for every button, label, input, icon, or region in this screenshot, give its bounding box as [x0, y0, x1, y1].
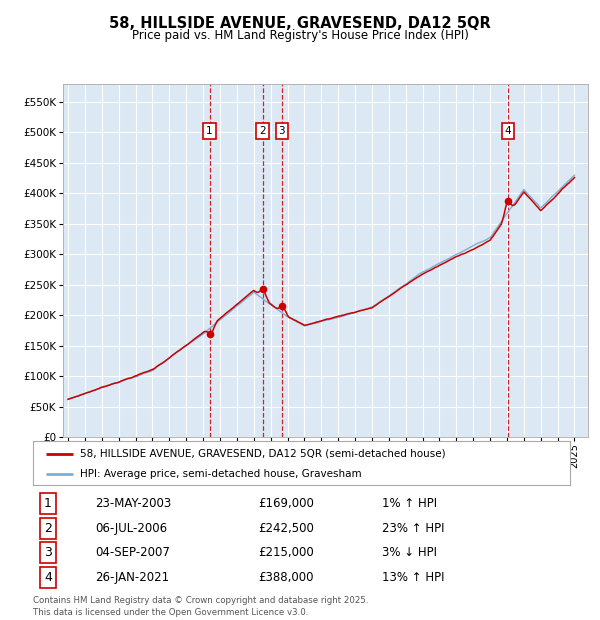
Text: 13% ↑ HPI: 13% ↑ HPI: [382, 571, 445, 584]
Text: HPI: Average price, semi-detached house, Gravesham: HPI: Average price, semi-detached house,…: [80, 469, 362, 479]
Text: 58, HILLSIDE AVENUE, GRAVESEND, DA12 5QR: 58, HILLSIDE AVENUE, GRAVESEND, DA12 5QR: [109, 16, 491, 31]
Text: 1: 1: [206, 126, 213, 136]
Text: 26-JAN-2021: 26-JAN-2021: [95, 571, 169, 584]
Text: 3: 3: [44, 546, 52, 559]
Text: 1% ↑ HPI: 1% ↑ HPI: [382, 497, 437, 510]
Text: This data is licensed under the Open Government Licence v3.0.: This data is licensed under the Open Gov…: [33, 608, 308, 617]
Text: 2: 2: [44, 522, 52, 535]
Text: 3: 3: [278, 126, 285, 136]
Text: 2: 2: [259, 126, 266, 136]
Text: 4: 4: [44, 571, 52, 584]
Text: Price paid vs. HM Land Registry's House Price Index (HPI): Price paid vs. HM Land Registry's House …: [131, 29, 469, 42]
Text: £242,500: £242,500: [259, 522, 314, 535]
Text: 1: 1: [44, 497, 52, 510]
Text: 3% ↓ HPI: 3% ↓ HPI: [382, 546, 437, 559]
Text: 23% ↑ HPI: 23% ↑ HPI: [382, 522, 445, 535]
Text: 4: 4: [505, 126, 511, 136]
Text: Contains HM Land Registry data © Crown copyright and database right 2025.: Contains HM Land Registry data © Crown c…: [33, 596, 368, 606]
Text: 06-JUL-2006: 06-JUL-2006: [95, 522, 167, 535]
Text: £388,000: £388,000: [259, 571, 314, 584]
Text: 04-SEP-2007: 04-SEP-2007: [95, 546, 170, 559]
Text: 23-MAY-2003: 23-MAY-2003: [95, 497, 171, 510]
Text: £169,000: £169,000: [259, 497, 314, 510]
Text: 58, HILLSIDE AVENUE, GRAVESEND, DA12 5QR (semi-detached house): 58, HILLSIDE AVENUE, GRAVESEND, DA12 5QR…: [80, 449, 446, 459]
Text: £215,000: £215,000: [259, 546, 314, 559]
